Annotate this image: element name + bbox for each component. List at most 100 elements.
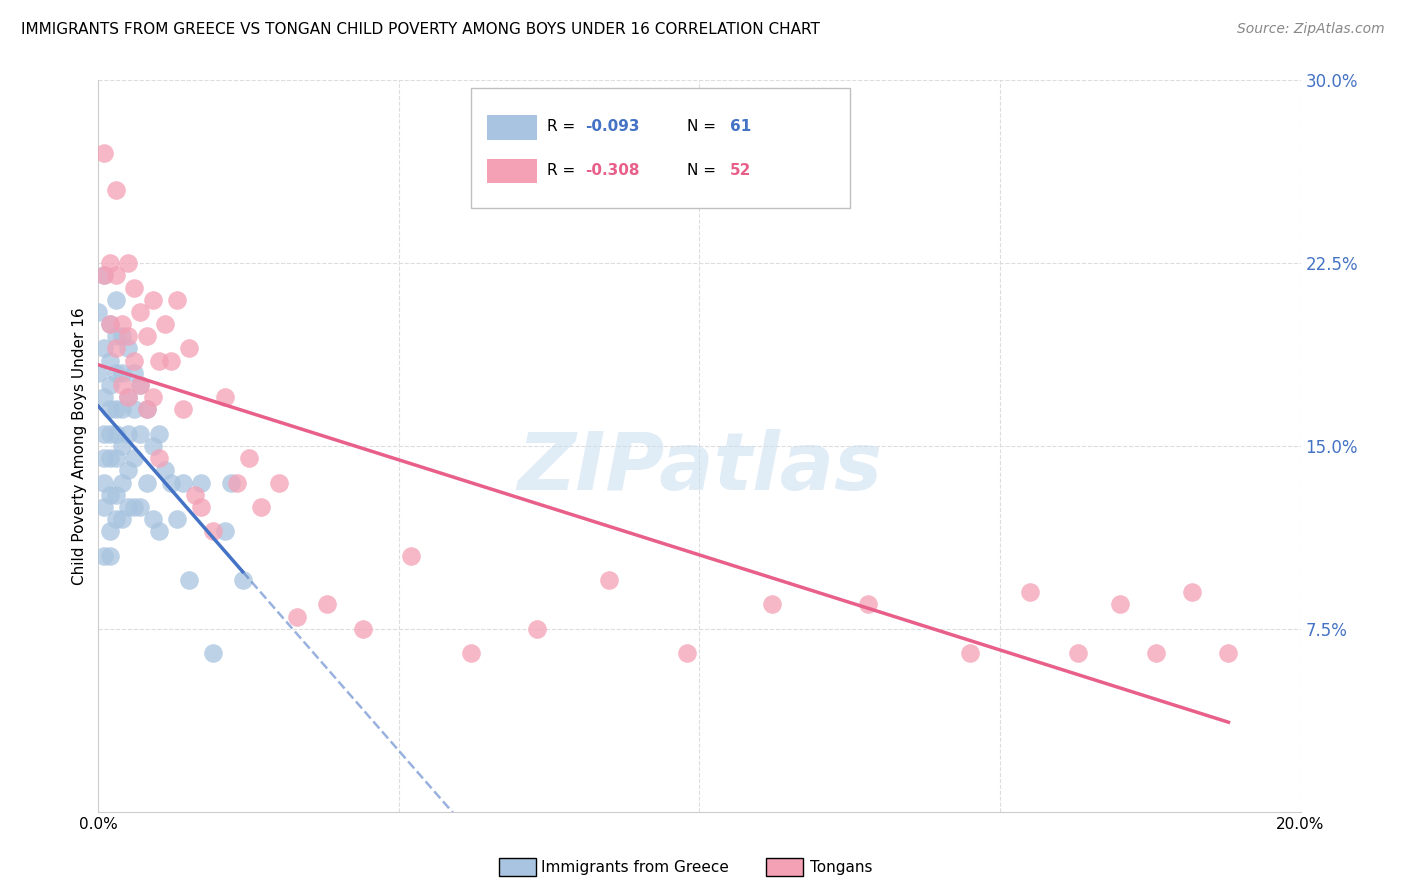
- Point: [129, 378, 152, 392]
- Point: [105, 183, 128, 197]
- Point: [190, 475, 212, 490]
- Text: Immigrants from Greece: Immigrants from Greece: [541, 861, 730, 875]
- Text: Tongans: Tongans: [810, 861, 872, 875]
- Point: [117, 390, 139, 404]
- Text: R =: R =: [547, 162, 579, 178]
- Point: [124, 402, 146, 417]
- Point: [148, 353, 170, 368]
- Point: [214, 390, 236, 404]
- Point: [232, 573, 254, 587]
- Point: [105, 329, 128, 343]
- Point: [100, 378, 122, 392]
- Point: [129, 305, 152, 319]
- Point: [1067, 646, 1090, 660]
- Point: [201, 524, 224, 539]
- Point: [856, 598, 879, 612]
- Point: [117, 256, 139, 270]
- Text: -0.308: -0.308: [585, 162, 640, 178]
- Point: [111, 439, 134, 453]
- Point: [129, 500, 152, 514]
- Point: [105, 268, 128, 283]
- Text: R =: R =: [547, 119, 579, 134]
- Point: [285, 609, 308, 624]
- Point: [105, 451, 128, 466]
- Text: N =: N =: [688, 162, 721, 178]
- Point: [117, 426, 139, 441]
- Point: [105, 426, 128, 441]
- Y-axis label: Child Poverty Among Boys Under 16: Child Poverty Among Boys Under 16: [72, 307, 87, 585]
- Point: [148, 426, 170, 441]
- Point: [135, 475, 157, 490]
- Point: [460, 646, 482, 660]
- Point: [93, 475, 115, 490]
- Point: [100, 353, 122, 368]
- Point: [93, 390, 115, 404]
- Point: [93, 146, 115, 161]
- Point: [177, 573, 200, 587]
- Point: [93, 268, 115, 283]
- Point: [526, 622, 548, 636]
- Point: [159, 353, 181, 368]
- Point: [111, 378, 134, 392]
- Point: [166, 512, 188, 526]
- Point: [352, 622, 374, 636]
- Point: [214, 524, 236, 539]
- Text: 61: 61: [730, 119, 751, 134]
- Point: [100, 426, 122, 441]
- Point: [141, 293, 163, 307]
- Point: [141, 439, 163, 453]
- Point: [267, 475, 290, 490]
- Point: [117, 342, 139, 356]
- Point: [177, 342, 200, 356]
- Point: [141, 390, 163, 404]
- Point: [100, 451, 122, 466]
- Point: [111, 317, 134, 331]
- FancyBboxPatch shape: [471, 87, 849, 209]
- Point: [111, 475, 134, 490]
- Point: [129, 426, 152, 441]
- Text: Source: ZipAtlas.com: Source: ZipAtlas.com: [1237, 22, 1385, 37]
- Point: [135, 402, 157, 417]
- Point: [315, 598, 337, 612]
- Point: [201, 646, 224, 660]
- Point: [105, 293, 128, 307]
- Point: [117, 329, 139, 343]
- Point: [124, 451, 146, 466]
- Point: [148, 524, 170, 539]
- Point: [93, 342, 115, 356]
- Point: [135, 402, 157, 417]
- Text: -0.093: -0.093: [585, 119, 640, 134]
- Point: [1181, 585, 1204, 599]
- FancyBboxPatch shape: [486, 160, 537, 184]
- Point: [111, 512, 134, 526]
- FancyBboxPatch shape: [486, 115, 537, 139]
- Text: 52: 52: [730, 162, 751, 178]
- Point: [117, 463, 139, 477]
- Point: [598, 573, 620, 587]
- Point: [238, 451, 260, 466]
- Point: [219, 475, 242, 490]
- Point: [761, 598, 783, 612]
- Point: [148, 451, 170, 466]
- Point: [105, 366, 128, 380]
- Point: [1109, 598, 1132, 612]
- Point: [100, 256, 122, 270]
- Point: [1019, 585, 1042, 599]
- Point: [676, 646, 699, 660]
- Point: [105, 488, 128, 502]
- Point: [124, 500, 146, 514]
- Point: [172, 475, 194, 490]
- Point: [100, 488, 122, 502]
- Point: [100, 402, 122, 417]
- Point: [93, 451, 115, 466]
- Point: [225, 475, 247, 490]
- Point: [117, 500, 139, 514]
- Point: [87, 366, 110, 380]
- Point: [249, 500, 271, 514]
- Point: [93, 268, 115, 283]
- Point: [124, 353, 146, 368]
- Point: [87, 305, 110, 319]
- Point: [190, 500, 212, 514]
- Point: [100, 549, 122, 563]
- Point: [141, 512, 163, 526]
